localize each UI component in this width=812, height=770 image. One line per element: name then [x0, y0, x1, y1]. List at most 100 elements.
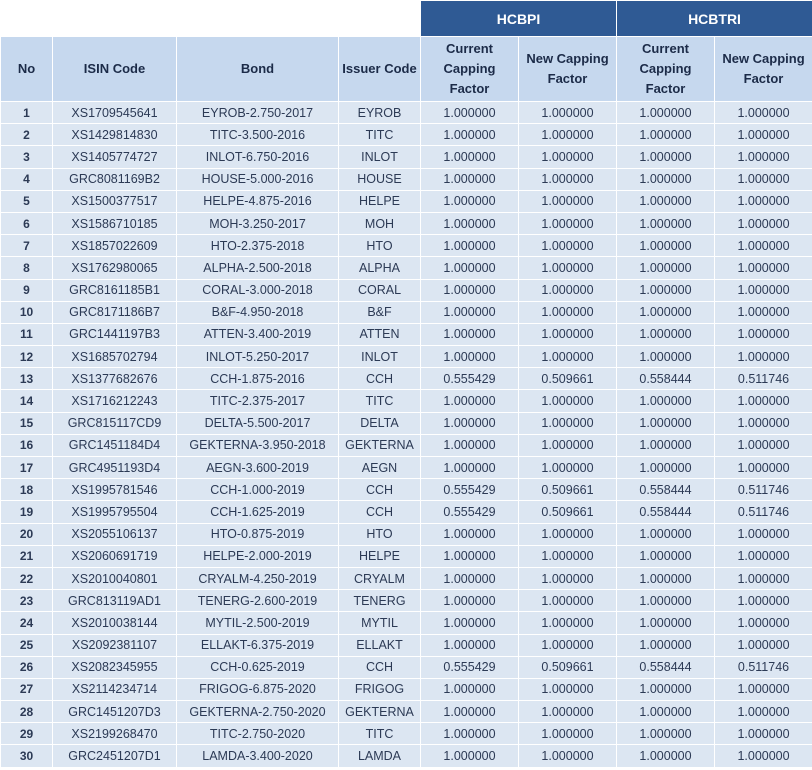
table-cell: MYTIL [338, 611, 421, 635]
table-cell: 5 [0, 189, 53, 213]
table-cell: 1.000000 [518, 189, 617, 213]
table-cell: 24 [0, 611, 53, 635]
table-cell: B&F [338, 300, 421, 324]
table-cell: 27 [0, 677, 53, 702]
table-cell: HOUSE [338, 167, 421, 191]
table-cell: 1.000000 [420, 167, 519, 191]
table-cell: 1.000000 [420, 189, 519, 213]
table-cell: 1.000000 [713, 389, 812, 413]
table-row: 2 XS1429814830 TITC-3.500-2016 TITC 1.000000… [0, 123, 812, 147]
table-cell: 25 [0, 633, 53, 657]
table-cell: 1.000000 [420, 722, 519, 746]
column-header: New Capping Factor [518, 36, 617, 102]
table-cell: 0.509661 [518, 655, 617, 679]
group-header: HCBPI [420, 0, 617, 37]
column-header: ISIN Code [52, 36, 177, 102]
table-cell: 0.509661 [518, 500, 617, 524]
table-cell: 17 [0, 455, 53, 480]
table-cell: 1.000000 [713, 100, 812, 125]
table-cell: 1 [0, 100, 53, 125]
table-cell: 1.000000 [518, 278, 617, 302]
table-row: 24 XS2010038144 MYTIL-2.500-2019 MYTIL 1.000… [0, 611, 812, 635]
table-row: 23 GRC813119AD1 TENERG-2.600-2019 TENERG 1.0… [0, 589, 812, 613]
table-cell: 22 [0, 566, 53, 591]
table-cell: 1.000000 [616, 566, 715, 591]
table-cell: ELLAKT-6.375-2019 [176, 633, 339, 657]
group-row: HCBPI HCBTRI [0, 0, 812, 37]
table-cell: 1.000000 [518, 455, 617, 480]
table-cell: TITC-2.375-2017 [176, 389, 339, 413]
table-cell: B&F-4.950-2018 [176, 300, 339, 324]
table-body: 1 XS1709545641 EYROB-2.750-2017 EYROB 1.0000… [0, 100, 812, 768]
table-cell: 1.000000 [616, 278, 715, 302]
table-cell: 1.000000 [420, 411, 519, 435]
table-cell: XS1709545641 [52, 100, 177, 125]
table-cell: GRC8081169B2 [52, 167, 177, 191]
table-cell: CRYALM-4.250-2019 [176, 566, 339, 591]
table-cell: 26 [0, 655, 53, 679]
table-cell: 14 [0, 389, 53, 413]
column-header: New Capping Factor [713, 36, 812, 102]
table-cell: 1.000000 [713, 722, 812, 746]
table-cell: 3 [0, 145, 53, 169]
table-row: 21 XS2060691719 HELPE-2.000-2019 HELPE 1.000… [0, 544, 812, 568]
table-row: 12 XS1685702794 INLOT-5.250-2017 INLOT 1.000… [0, 345, 812, 369]
table-cell: 1.000000 [420, 544, 519, 568]
table-cell: 1.000000 [518, 744, 617, 768]
table-cell: 1.000000 [420, 100, 519, 125]
table-row: 16 GRC1451184D4 GEKTERNA-3.950-2018 GEKTERN… [0, 433, 812, 458]
table-cell: 13 [0, 367, 53, 391]
table-cell: 28 [0, 700, 53, 724]
table-cell: LAMDA [338, 744, 421, 768]
table-cell: 1.000000 [420, 389, 519, 413]
table-cell: 1.000000 [713, 345, 812, 369]
table-cell: ATTEN [338, 322, 421, 347]
table-cell: TENERG [338, 589, 421, 613]
table-row: 19 XS1995795504 CCH-1.625-2019 CCH 0.555429 0… [0, 500, 812, 524]
table-cell: CORAL [338, 278, 421, 302]
table-cell: 11 [0, 322, 53, 347]
column-header: Current Capping Factor [420, 36, 519, 102]
table-cell: 29 [0, 722, 53, 746]
table-cell: 1.000000 [518, 700, 617, 724]
table-cell: 1.000000 [616, 455, 715, 480]
table-cell: 1.000000 [616, 411, 715, 435]
table-cell: 1.000000 [518, 722, 617, 746]
table-cell: 0.558444 [616, 478, 715, 502]
table-cell: 0.555429 [420, 500, 519, 524]
table-cell: 0.558444 [616, 367, 715, 391]
table-cell: TENERG-2.600-2019 [176, 589, 339, 613]
table-cell: 1.000000 [616, 345, 715, 369]
table-cell: 1.000000 [713, 234, 812, 258]
table-cell: 1.000000 [420, 345, 519, 369]
table-cell: 1.000000 [420, 566, 519, 591]
table-cell: 1.000000 [518, 566, 617, 591]
table-cell: 16 [0, 433, 53, 458]
table-cell: 1.000000 [616, 633, 715, 657]
table-cell: GEKTERNA-3.950-2018 [176, 433, 339, 458]
table-cell: INLOT-5.250-2017 [176, 345, 339, 369]
table-cell: CCH [338, 478, 421, 502]
table-cell: 1.000000 [420, 256, 519, 280]
table-cell: 19 [0, 500, 53, 524]
table-cell: 1.000000 [420, 744, 519, 768]
table-cell: 1.000000 [713, 300, 812, 324]
table-row: 30 GRC2451207D1 LAMDA-3.400-2020 LAMDA 1.000… [0, 744, 812, 768]
table-row: 11 GRC1441197B3 ATTEN-3.400-2019 ATTEN 1.000… [0, 322, 812, 347]
table-cell: 21 [0, 544, 53, 568]
table-cell: GEKTERNA [338, 433, 421, 458]
table-row: 26 XS2082345955 CCH-0.625-2019 CCH 0.555429 0… [0, 655, 812, 679]
table-cell: 30 [0, 744, 53, 768]
table-row: 17 GRC4951193D4 AEGN-3.600-2019 AEGN 1.00000… [0, 455, 812, 480]
table-cell: 1.000000 [616, 722, 715, 746]
table-cell: 1.000000 [518, 633, 617, 657]
table-cell: AEGN [338, 455, 421, 480]
column-header: Bond [176, 36, 339, 102]
table-cell: CCH [338, 500, 421, 524]
table-cell: 1.000000 [713, 278, 812, 302]
table-cell: 1.000000 [518, 256, 617, 280]
table-cell: 20 [0, 522, 53, 546]
table-cell: 1.000000 [616, 677, 715, 702]
table-row: 15 GRC815117CD9 DELTA-5.500-2017 DELTA 1.000… [0, 411, 812, 435]
table-cell: XS2082345955 [52, 655, 177, 679]
